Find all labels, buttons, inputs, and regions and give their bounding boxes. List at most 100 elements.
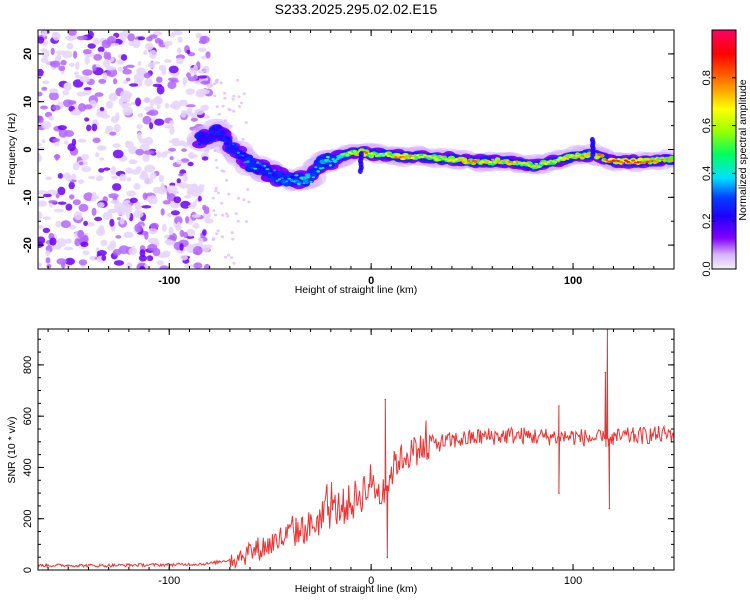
noise-blob	[60, 220, 71, 229]
noise-blob	[237, 196, 241, 200]
noise-blob	[69, 194, 75, 200]
noise-blob	[38, 36, 45, 44]
ridge-cell	[584, 154, 591, 159]
noise-blob	[205, 51, 211, 59]
noise-blob	[143, 97, 151, 103]
noise-blob	[159, 265, 169, 269]
ridge-cell	[311, 176, 316, 179]
noise-blob	[183, 195, 192, 199]
noise-blob	[176, 47, 182, 54]
ridge-cell	[452, 159, 456, 162]
ridge-cell	[556, 158, 560, 161]
ridge-cell	[392, 155, 395, 158]
noise-blob	[42, 227, 51, 233]
ridge-cell	[258, 162, 262, 165]
noise-blob	[202, 204, 207, 211]
noise-blob	[50, 60, 61, 68]
noise-blob	[45, 257, 51, 264]
noise-blob	[146, 255, 154, 262]
ridge-cell	[408, 155, 412, 158]
ridge-cell	[531, 165, 536, 168]
noise-blob	[78, 259, 88, 266]
noise-blob	[53, 208, 65, 213]
chart-title: S233.2025.295.02.02.E15	[275, 1, 438, 17]
noise-blob	[56, 238, 67, 247]
noise-blob	[242, 198, 246, 202]
noise-blob	[149, 122, 154, 130]
ridge-cell	[236, 151, 240, 154]
noise-blob	[150, 222, 159, 229]
noise-blob	[152, 83, 163, 88]
ridge-cell	[653, 160, 657, 163]
noise-blob	[74, 71, 79, 76]
ridge-cell	[668, 155, 674, 160]
noise-blob	[203, 65, 210, 74]
noise-blob	[178, 173, 184, 177]
noise-blob	[109, 218, 115, 227]
noise-blob	[119, 173, 127, 182]
noise-blob	[172, 141, 182, 147]
noise-blob	[188, 154, 199, 158]
noise-blob	[98, 78, 107, 84]
noise-blob	[83, 87, 92, 91]
noise-blob	[103, 51, 109, 60]
ridge-cell	[198, 142, 201, 146]
noise-blob	[127, 33, 135, 42]
noise-blob	[122, 102, 132, 107]
ridge-cell	[278, 178, 281, 181]
ridge-cell	[403, 156, 408, 159]
noise-blob	[79, 161, 84, 166]
noise-blob	[99, 106, 105, 112]
noise-blob	[76, 91, 87, 97]
noise-blob	[58, 65, 66, 72]
noise-blob	[74, 211, 83, 221]
ridge-cell	[512, 160, 517, 164]
noise-blob	[133, 183, 141, 190]
snr-y-axis-label: SNR (10 * v/v)	[6, 416, 18, 483]
noise-blob	[190, 117, 198, 122]
ridge-cell	[234, 145, 238, 148]
noise-blob	[81, 154, 89, 161]
ridge-cell	[428, 155, 432, 158]
noise-blob	[81, 166, 91, 173]
noise-blob	[67, 30, 77, 36]
noise-blob	[56, 258, 67, 265]
noise-blob	[214, 158, 218, 162]
noise-blob	[156, 76, 163, 83]
noise-blob	[68, 62, 75, 67]
ridge-cell	[406, 154, 410, 157]
ridge-cell	[261, 172, 269, 177]
noise-blob	[48, 200, 58, 204]
colorbar-tick-label: 0.4	[701, 166, 713, 181]
noise-blob	[125, 204, 133, 213]
noise-blob	[143, 50, 148, 55]
noise-blob	[149, 34, 158, 39]
noise-blob	[164, 239, 173, 245]
noise-blob	[96, 175, 104, 181]
noise-blob	[160, 151, 168, 158]
noise-blob	[183, 231, 188, 239]
noise-blob	[46, 264, 52, 269]
noise-blob	[94, 216, 103, 222]
ridge-cell	[200, 140, 204, 143]
noise-blob	[139, 249, 146, 257]
noise-blob	[184, 264, 194, 268]
noise-blob	[89, 255, 98, 261]
ridge-cell	[287, 177, 292, 180]
ridge-cell	[478, 161, 483, 164]
noise-blob	[105, 125, 114, 132]
noise-blob	[109, 131, 117, 136]
ridge-cell	[503, 159, 507, 161]
noise-blob	[84, 55, 90, 65]
noise-blob	[180, 110, 187, 118]
noise-blob	[139, 265, 146, 269]
noise-blob	[83, 104, 93, 110]
noise-blob	[175, 57, 184, 65]
ridge-cell	[636, 161, 640, 164]
snr-axes: -100 0 100 0 200 400 600 800	[22, 329, 675, 587]
noise-blob	[198, 237, 204, 244]
noise-blob	[238, 105, 242, 108]
noise-blob	[100, 114, 111, 119]
noise-blob	[38, 200, 47, 207]
